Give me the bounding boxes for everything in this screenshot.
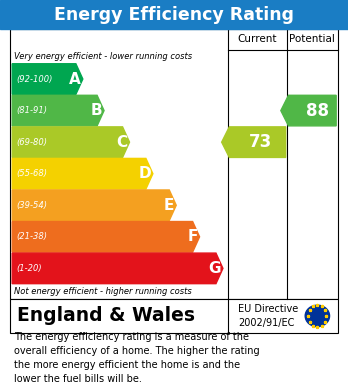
Polygon shape (12, 222, 200, 252)
Text: F: F (188, 229, 198, 244)
Text: Energy Efficiency Rating: Energy Efficiency Rating (54, 5, 294, 24)
Text: (92-100): (92-100) (16, 75, 53, 84)
Text: England & Wales: England & Wales (17, 307, 195, 325)
Polygon shape (12, 127, 129, 158)
Polygon shape (281, 95, 336, 126)
Text: (69-80): (69-80) (16, 138, 47, 147)
Text: B: B (91, 103, 102, 118)
Polygon shape (222, 127, 286, 158)
Text: A: A (69, 72, 81, 86)
Polygon shape (12, 190, 176, 221)
Text: Current: Current (238, 34, 277, 45)
Text: (1-20): (1-20) (16, 264, 42, 273)
Ellipse shape (305, 305, 330, 326)
Bar (10, 299, 338, 333)
Text: The energy efficiency rating is a measure of the
overall efficiency of a home. T: The energy efficiency rating is a measur… (14, 332, 260, 384)
Text: 88: 88 (306, 102, 329, 120)
Bar (0, 0, 348, 29)
Text: Potential: Potential (290, 34, 335, 45)
Text: Very energy efficient - lower running costs: Very energy efficient - lower running co… (14, 52, 192, 61)
Text: G: G (209, 261, 221, 276)
Text: EU Directive
2002/91/EC: EU Directive 2002/91/EC (238, 304, 299, 328)
Text: (81-91): (81-91) (16, 106, 47, 115)
Polygon shape (12, 253, 223, 284)
Text: (55-68): (55-68) (16, 169, 47, 178)
Text: D: D (139, 166, 151, 181)
Text: 73: 73 (250, 133, 272, 151)
Text: E: E (164, 198, 174, 213)
Text: Not energy efficient - higher running costs: Not energy efficient - higher running co… (14, 287, 192, 296)
Text: (21-38): (21-38) (16, 232, 47, 241)
Polygon shape (12, 158, 153, 189)
Text: C: C (117, 135, 128, 150)
Bar (10, 29, 338, 299)
Polygon shape (12, 64, 83, 94)
Text: (39-54): (39-54) (16, 201, 47, 210)
Polygon shape (12, 95, 104, 126)
